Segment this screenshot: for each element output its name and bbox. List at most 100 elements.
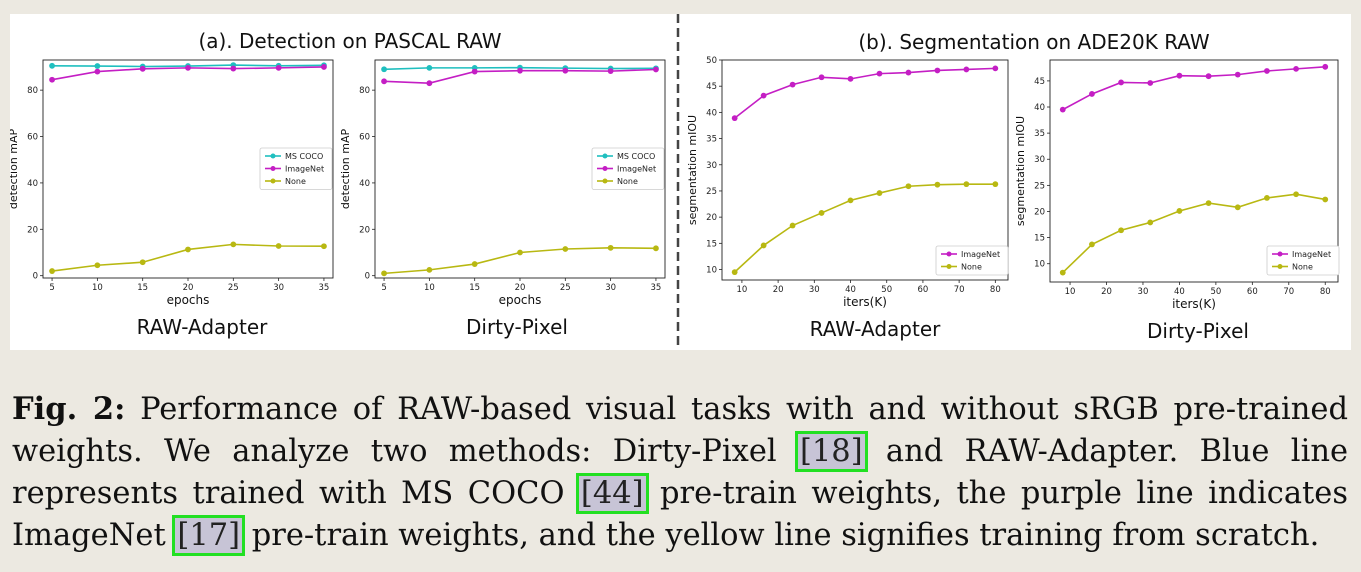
x-tick-label: 30 <box>605 283 616 293</box>
chart-subtitle: RAW-Adapter <box>810 317 942 341</box>
y-axis-label: segmentation mIOU <box>1014 116 1027 226</box>
y-tick-label: 60 <box>359 133 370 143</box>
legend-swatch-marker <box>1277 251 1283 257</box>
x-tick-label: 70 <box>954 285 965 295</box>
legend-swatch-marker <box>946 251 952 257</box>
chart-1: 5 10 15 20 25 30 35 0 20 40 60 80 epochs detection mA… <box>10 59 334 339</box>
y-tick-label: 80 <box>27 86 38 96</box>
data-point <box>760 242 767 249</box>
data-point <box>139 259 146 266</box>
y-tick-label: 30 <box>1034 155 1045 165</box>
figure-canvas: (a). Detection on PASCAL RAW (b). Segmen… <box>10 14 1340 350</box>
y-tick-label: 15 <box>1034 234 1045 244</box>
data-point <box>230 241 237 248</box>
data-point <box>1264 68 1270 74</box>
y-axis-label: detection mAP <box>10 128 20 209</box>
x-tick-label: 15 <box>137 283 148 293</box>
chart-subtitle: Dirty-Pixel <box>466 315 568 339</box>
caption-text-3: pre-train weights, the purple line indic… <box>12 476 1349 553</box>
data-point <box>49 268 55 274</box>
x-tick-label: 5 <box>49 283 54 293</box>
data-point <box>426 80 433 87</box>
figure-caption: Fig. 2: Performance of RAW-based visual … <box>12 388 1348 557</box>
legend-swatch-marker <box>1277 264 1283 269</box>
data-point <box>517 249 523 256</box>
legend-label: None <box>1292 263 1313 272</box>
caption-text-4: pre-train weights, and the yellow line s… <box>242 518 1320 553</box>
data-point <box>992 181 999 188</box>
y-tick-label: 35 <box>706 135 717 145</box>
data-point <box>562 67 569 74</box>
data-point <box>607 244 614 251</box>
data-point <box>1089 241 1095 248</box>
data-point <box>94 262 101 269</box>
citation-link-17[interactable]: [17] <box>172 515 246 556</box>
x-tick-label: 70 <box>1283 287 1294 297</box>
citation-link-18[interactable]: [18] <box>795 431 868 472</box>
y-tick-label: 40 <box>706 108 717 118</box>
citation-link-44[interactable]: [44] <box>575 473 649 514</box>
data-point <box>562 246 569 252</box>
y-tick-label: 0 <box>365 272 370 282</box>
legend-swatch-marker <box>946 264 952 269</box>
y-tick-label: 40 <box>27 179 38 189</box>
y-tick-label: 10 <box>706 266 717 276</box>
legend-label: MS COCO <box>285 152 323 161</box>
data-point <box>818 74 825 81</box>
legend-label: None <box>617 177 638 186</box>
data-point <box>321 64 327 70</box>
legend-label: ImageNet <box>285 165 324 174</box>
data-point <box>847 197 854 204</box>
y-tick-label: 0 <box>33 272 38 282</box>
chart-subtitle: Dirty-Pixel <box>1147 319 1249 343</box>
x-axis-label: iters(K) <box>843 295 887 309</box>
plot-frame <box>721 59 1009 281</box>
data-point <box>1293 191 1299 198</box>
y-tick-label: 20 <box>706 213 717 223</box>
data-point <box>1293 65 1299 72</box>
x-axis-label: epochs <box>167 293 210 307</box>
x-tick-label: 30 <box>273 283 284 293</box>
data-point <box>1118 79 1124 86</box>
data-point <box>1089 91 1095 97</box>
legend-swatch-marker <box>270 178 276 184</box>
series-line-imagenet <box>1062 65 1326 111</box>
data-point <box>607 68 614 75</box>
data-point <box>731 269 738 276</box>
y-tick-label: 35 <box>1034 129 1045 139</box>
data-point <box>934 181 941 188</box>
data-point <box>1147 80 1154 86</box>
x-tick-label: 20 <box>1101 287 1112 297</box>
data-point <box>230 65 237 72</box>
y-tick-label: 10 <box>1034 260 1045 270</box>
x-tick-label: 10 <box>736 285 747 295</box>
data-point <box>49 62 55 69</box>
x-tick-label: 35 <box>651 283 662 293</box>
data-point <box>847 75 854 82</box>
legend-label: None <box>285 177 306 186</box>
data-point <box>1205 73 1212 80</box>
x-tick-label: 30 <box>1138 287 1149 297</box>
x-axis-label: iters(K) <box>1172 297 1216 311</box>
x-tick-label: 5 <box>381 283 386 293</box>
data-point <box>381 66 387 73</box>
legend-label: MS COCO <box>617 152 655 161</box>
data-point <box>1264 195 1270 201</box>
data-point <box>905 183 912 190</box>
caption-label: Fig. 2: <box>12 391 126 427</box>
data-point <box>1176 208 1183 214</box>
legend: ImageNet None <box>935 245 1009 276</box>
x-tick-label: 50 <box>1210 287 1221 297</box>
plot-frame <box>1049 59 1339 283</box>
legend-box <box>259 147 333 190</box>
data-point <box>1147 219 1154 226</box>
data-point <box>789 81 796 88</box>
x-tick-label: 80 <box>990 285 1001 295</box>
data-point <box>185 246 191 253</box>
caption-text-2: and RAW-Adapter. Blue line represents tr… <box>12 434 1349 511</box>
x-tick-label: 10 <box>1065 287 1076 297</box>
data-point <box>49 76 55 83</box>
x-axis-label: epochs <box>499 293 542 307</box>
data-point <box>1205 200 1212 207</box>
data-point <box>905 69 912 76</box>
